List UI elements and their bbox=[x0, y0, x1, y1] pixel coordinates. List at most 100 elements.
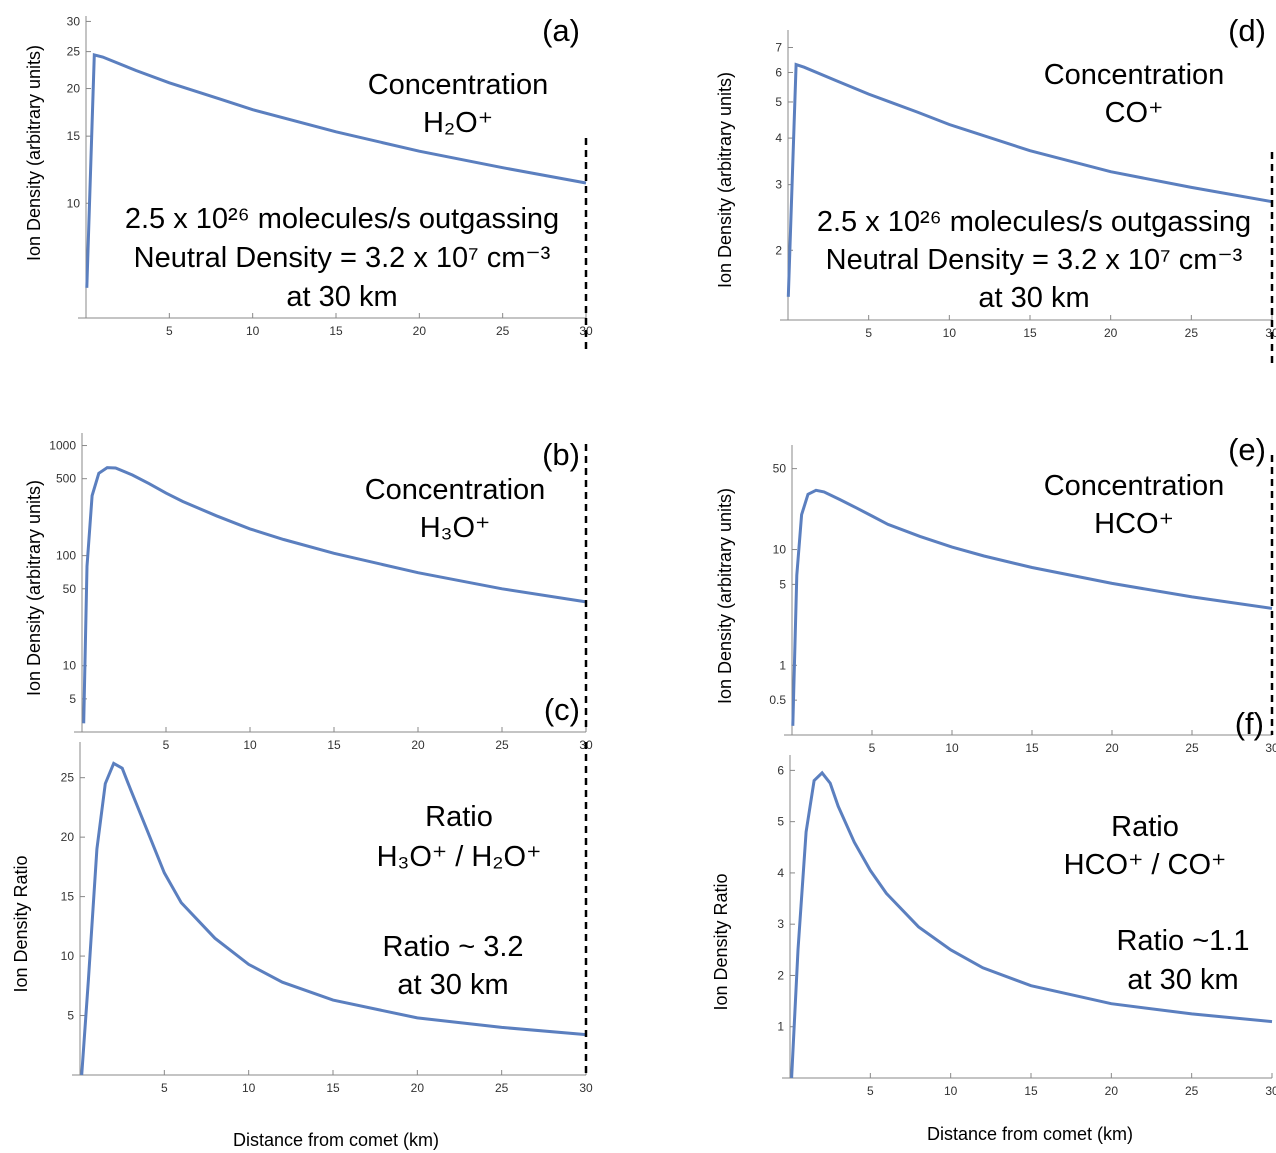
x-tick-label-b-1: 10 bbox=[243, 738, 257, 752]
x-tick-label-f-0: 5 bbox=[867, 1084, 874, 1098]
title-line-2-d: CO⁺ bbox=[1105, 97, 1164, 129]
y-tick-label-a-0: 10 bbox=[67, 196, 81, 210]
title-line-2-c: H₃O⁺ / H₂O⁺ bbox=[377, 841, 542, 873]
y-tick-label-a-1: 15 bbox=[67, 129, 81, 143]
title-line-1-f: Ratio bbox=[1111, 811, 1179, 843]
y-tick-label-d-4: 6 bbox=[775, 65, 782, 79]
y-tick-label-e-0: 0.5 bbox=[769, 693, 786, 707]
x-tick-label-a-2: 15 bbox=[329, 324, 343, 338]
x-tick-label-d-0: 5 bbox=[865, 326, 872, 340]
x-tick-label-f-3: 20 bbox=[1105, 1084, 1119, 1098]
y-tick-label-c-0: 5 bbox=[67, 1009, 74, 1023]
series-line-d-0 bbox=[786, 62, 1273, 297]
y-tick-label-f-5: 6 bbox=[777, 763, 784, 777]
panel-label-f: (f) bbox=[1235, 706, 1264, 741]
series-line-f-0 bbox=[790, 770, 1273, 1079]
y-tick-label-f-1: 2 bbox=[777, 968, 784, 982]
y-tick-label-d-2: 4 bbox=[775, 131, 782, 145]
title-line-1-e: Concentration bbox=[1044, 470, 1225, 502]
y-axis-label-d: Ion Density (arbitrary units) bbox=[715, 72, 735, 288]
x-tick-label-e-2: 15 bbox=[1025, 741, 1039, 755]
y-tick-label-c-3: 20 bbox=[61, 830, 75, 844]
chart-c: 5 10 15 20 25 30 5 10 15 20 25 (c) Ion Density Rat… bbox=[11, 692, 593, 1150]
x-tick-label-c-1: 10 bbox=[242, 1081, 256, 1095]
x-tick-label-e-5: 30 bbox=[1265, 741, 1276, 755]
x-tick-label-d-1: 10 bbox=[943, 326, 957, 340]
y-tick-label-b-3: 100 bbox=[56, 549, 76, 563]
x-tick-label-e-1: 10 bbox=[945, 741, 959, 755]
x-tick-label-e-4: 25 bbox=[1185, 741, 1199, 755]
title-line-2-f: HCO⁺ / CO⁺ bbox=[1064, 849, 1227, 881]
x-tick-label-c-0: 5 bbox=[161, 1081, 168, 1095]
x-tick-label-f-1: 10 bbox=[944, 1084, 958, 1098]
x-tick-label-b-4: 25 bbox=[495, 738, 509, 752]
x-tick-label-d-4: 25 bbox=[1185, 326, 1199, 340]
x-tick-label-b-3: 20 bbox=[411, 738, 425, 752]
annotation-line-2-f: at 30 km bbox=[1127, 964, 1238, 996]
chart-b-marks: 51015202530510501005001000 bbox=[49, 433, 593, 752]
y-tick-label-a-4: 30 bbox=[67, 14, 81, 28]
y-axis-label-c: Ion Density Ratio bbox=[11, 855, 31, 992]
x-tick-label-f-5: 30 bbox=[1265, 1084, 1276, 1098]
y-tick-label-b-5: 1000 bbox=[49, 439, 76, 453]
x-tick-label-f-4: 25 bbox=[1185, 1084, 1199, 1098]
x-tick-label-d-5: 30 bbox=[1265, 326, 1276, 340]
y-tick-label-f-4: 5 bbox=[777, 815, 784, 829]
y-tick-label-b-2: 50 bbox=[63, 582, 77, 596]
x-tick-label-c-2: 15 bbox=[326, 1081, 340, 1095]
y-tick-label-c-2: 15 bbox=[61, 890, 75, 904]
x-tick-label-f-2: 15 bbox=[1024, 1084, 1038, 1098]
series-line-a-0 bbox=[85, 52, 587, 288]
chart-b: 51015202530510501005001000 (b) Ion Densi… bbox=[24, 433, 593, 752]
x-tick-label-c-3: 20 bbox=[411, 1081, 425, 1095]
chart-c-marks: 5 10 15 20 25 30 5 10 15 20 25 bbox=[61, 742, 593, 1095]
title-line-1-c: Ratio bbox=[425, 801, 493, 833]
annotation-line-2-d: Neutral Density = 3.2 x 10⁷ cm⁻³ bbox=[826, 244, 1243, 276]
panel-label-e: (e) bbox=[1228, 432, 1266, 467]
y-tick-label-c-4: 25 bbox=[61, 771, 75, 785]
y-axis-label-f: Ion Density Ratio bbox=[711, 873, 731, 1010]
y-tick-label-d-1: 3 bbox=[775, 178, 782, 192]
y-tick-label-b-1: 10 bbox=[63, 659, 77, 673]
y-tick-label-f-3: 4 bbox=[777, 866, 784, 880]
y-tick-label-e-4: 50 bbox=[773, 462, 787, 476]
y-tick-label-a-3: 25 bbox=[67, 45, 81, 59]
annotation-line-1-f: Ratio ~1.1 bbox=[1116, 925, 1249, 957]
x-tick-label-b-2: 15 bbox=[327, 738, 341, 752]
y-tick-label-a-2: 20 bbox=[67, 82, 81, 96]
x-tick-label-e-3: 20 bbox=[1105, 741, 1119, 755]
y-tick-label-d-5: 7 bbox=[775, 41, 782, 55]
annotation-line-1-d: 2.5 x 10²⁶ molecules/s outgassing bbox=[817, 206, 1251, 238]
y-axis-label-e: Ion Density (arbitrary units) bbox=[715, 488, 735, 704]
title-line-2-b: H₃O⁺ bbox=[420, 512, 491, 544]
series-line-c-0 bbox=[80, 761, 587, 1076]
x-tick-label-a-0: 5 bbox=[166, 324, 173, 338]
chart-d: 5 10 15 20 25 30 2 3 4 5 6 7 (d) Ion Density (arbit… bbox=[715, 13, 1276, 368]
series-line-e-0 bbox=[791, 488, 1273, 726]
x-tick-label-d-3: 20 bbox=[1104, 326, 1118, 340]
y-tick-label-b-0: 5 bbox=[69, 692, 76, 706]
annotation-line-3-a: at 30 km bbox=[286, 281, 397, 313]
title-line-2-a: H₂O⁺ bbox=[423, 107, 493, 139]
y-axis-label-a: Ion Density (arbitrary units) bbox=[24, 45, 44, 261]
x-tick-label-a-4: 25 bbox=[496, 324, 510, 338]
y-tick-label-e-3: 10 bbox=[773, 543, 787, 557]
x-tick-label-c-5: 30 bbox=[579, 1081, 593, 1095]
title-line-1-a: Concentration bbox=[368, 69, 549, 101]
y-tick-label-f-2: 3 bbox=[777, 917, 784, 931]
y-tick-label-d-3: 5 bbox=[775, 95, 782, 109]
y-tick-label-c-1: 10 bbox=[61, 949, 75, 963]
title-line-1-b: Concentration bbox=[365, 474, 546, 506]
y-tick-label-e-1: 1 bbox=[779, 658, 786, 672]
panel-label-a: (a) bbox=[542, 13, 580, 48]
x-tick-label-a-1: 10 bbox=[246, 324, 260, 338]
x-tick-label-d-2: 15 bbox=[1023, 326, 1037, 340]
annotation-line-3-d: at 30 km bbox=[978, 282, 1089, 314]
x-tick-label-c-4: 25 bbox=[495, 1081, 509, 1095]
chart-d-marks: 5 10 15 20 25 30 2 3 4 5 6 7 bbox=[775, 30, 1276, 368]
x-tick-label-a-3: 20 bbox=[413, 324, 427, 338]
